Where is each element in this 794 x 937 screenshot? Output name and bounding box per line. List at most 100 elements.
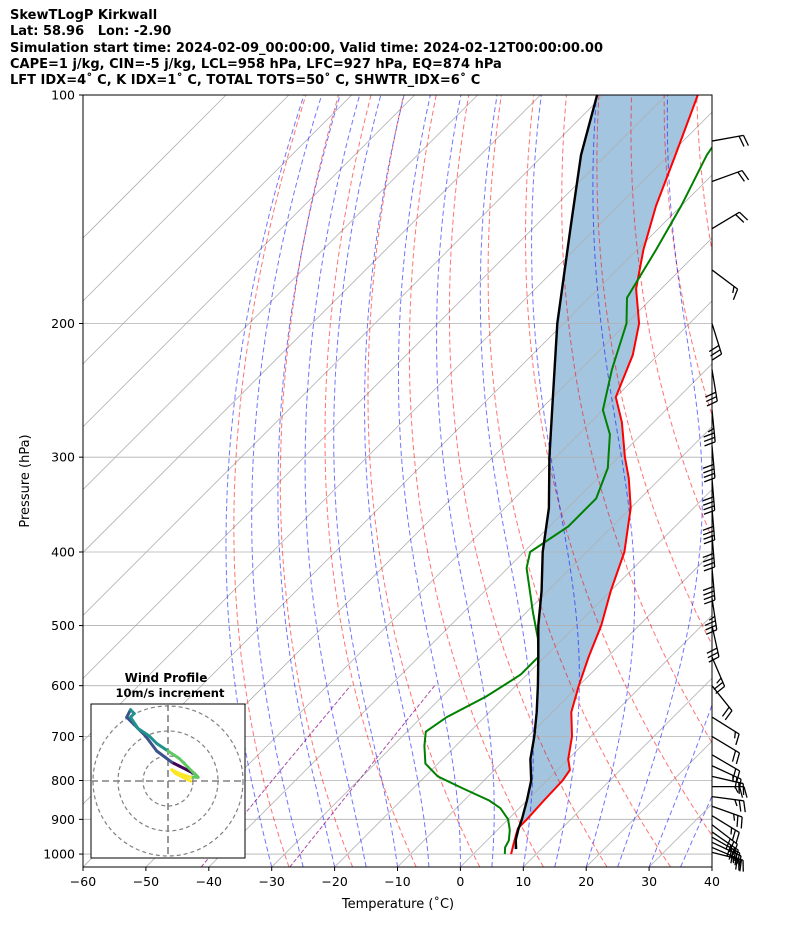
isotherm-line	[83, 95, 541, 554]
mixing-ratio-line	[289, 685, 435, 867]
dry-adiabats	[233, 95, 794, 867]
wind-barb	[711, 775, 745, 795]
hodograph-segment	[155, 749, 174, 764]
moist-adiabat	[398, 95, 461, 867]
wind-barb	[712, 785, 748, 798]
dry-adiabat	[448, 95, 608, 867]
wind-barb	[711, 831, 739, 862]
moist-adiabat	[617, 95, 703, 867]
moist-adiabat	[364, 95, 430, 867]
y-tick-label: 900	[51, 812, 75, 827]
wind-barb	[711, 269, 739, 300]
hodograph: Wind Profile 10m/s increment	[90, 671, 246, 859]
y-tick-label: 200	[51, 316, 75, 331]
wind-barb	[708, 323, 723, 361]
dry-adiabat	[279, 95, 354, 867]
cape-shading	[512, 95, 698, 850]
x-tick-label: −60	[70, 874, 96, 889]
wind-barb	[711, 134, 749, 147]
moist-adiabat	[711, 865, 712, 867]
isotherm-line	[648, 803, 712, 867]
isotherm-line	[83, 95, 227, 239]
wind-barb	[711, 815, 740, 844]
x-tick-label: 10	[515, 874, 531, 889]
moist-adiabat	[277, 95, 341, 867]
dry-adiabat	[324, 95, 417, 867]
hodograph-segment	[147, 734, 159, 745]
moist-adiabat	[225, 95, 305, 867]
wind-barbs	[702, 134, 750, 872]
moist-adiabat	[333, 95, 398, 867]
y-tick-label: 1000	[43, 847, 75, 862]
hodograph-segment	[136, 727, 151, 738]
hodograph-segment	[177, 757, 189, 768]
wind-barb	[711, 716, 740, 746]
x-tick-label: −50	[133, 874, 159, 889]
dry-adiabat	[596, 95, 712, 646]
parcel-profile-line	[514, 95, 599, 850]
wind-barb	[711, 735, 741, 765]
x-tick-label: 40	[704, 874, 720, 889]
wind-barb	[711, 754, 741, 783]
indices-line-1: CAPE=1 j/kg, CIN=-5 j/kg, LCL=958 hPa, L…	[10, 56, 502, 72]
x-tick-label: 0	[456, 874, 464, 889]
wind-barb	[711, 169, 750, 183]
location-line: Lat: 58.96 Lon: -2.90	[10, 24, 172, 40]
y-tick-label: 100	[51, 88, 75, 103]
wind-barb	[711, 824, 738, 856]
dry-adiabat	[408, 95, 544, 867]
wind-barb	[702, 568, 716, 605]
isotherm-line	[334, 489, 712, 867]
x-tick-label: −30	[259, 874, 285, 889]
hodograph-segment	[181, 775, 192, 783]
x-tick-label: −20	[321, 874, 347, 889]
time-line: Simulation start time: 2024-02-09_00:00:…	[10, 40, 603, 56]
x-axis-label: Temperature (˚C)	[341, 896, 454, 912]
moist-adiabat	[531, 95, 580, 867]
temperature-profile-line	[510, 95, 699, 855]
moist-adiabat	[585, 95, 636, 867]
dry-adiabat	[663, 95, 712, 417]
isotherm-line	[711, 866, 712, 867]
x-tick-label: −10	[384, 874, 410, 889]
hodograph-segment	[185, 764, 196, 775]
isotherm-line	[83, 95, 604, 616]
dry-adiabat	[367, 95, 481, 867]
y-tick-label: 600	[51, 678, 75, 693]
isotherm-line	[460, 614, 712, 867]
wind-barb	[711, 656, 726, 694]
wind-barb	[702, 478, 716, 515]
wind-barb	[711, 211, 749, 230]
indices-line-2: LFT IDX=4˚ C, K IDX=1˚ C, TOTAL TOTS=50˚…	[10, 73, 481, 89]
isotherm-line	[271, 426, 712, 867]
dry-adiabat	[696, 95, 712, 254]
moist-adiabat	[251, 95, 323, 867]
y-tick-label: 700	[51, 729, 75, 744]
isotherm-line	[83, 111, 712, 742]
dry-adiabat	[729, 95, 794, 867]
isotherm-line	[145, 300, 712, 867]
wind-barb	[705, 369, 718, 407]
x-tick-label: −40	[196, 874, 222, 889]
chart-title-block: SkewTLogP Kirkwall Lat: 58.96 Lon: -2.90…	[10, 8, 603, 89]
isotherm-line	[397, 551, 712, 867]
isotherm-line	[83, 95, 478, 491]
dry-adiabat	[561, 95, 712, 744]
hodograph-subtitle: 10m/s increment	[116, 686, 225, 700]
y-axis-label: Pressure (hPa)	[18, 434, 33, 527]
y-tick-label: 500	[51, 618, 75, 633]
isotherm-line	[83, 95, 415, 428]
hodograph-segment	[144, 734, 159, 753]
wind-barb	[703, 409, 716, 447]
x-tick-label: 20	[578, 874, 594, 889]
moist-adiabat	[648, 703, 712, 867]
hodograph-segment	[177, 772, 192, 779]
moist-adiabat	[436, 95, 495, 867]
moist-adiabats	[225, 95, 712, 867]
profiles	[423, 95, 712, 855]
wind-barb	[711, 805, 743, 829]
hodograph-segment	[166, 749, 181, 760]
y-tick-label: 300	[51, 450, 75, 465]
